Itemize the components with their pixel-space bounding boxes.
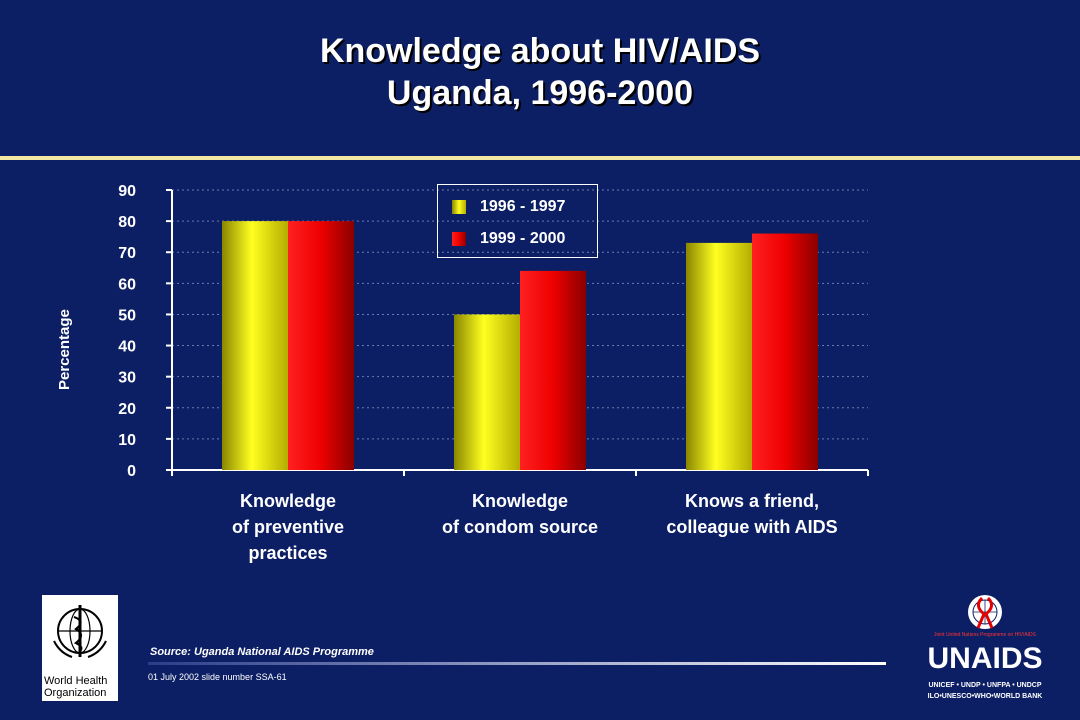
unaids-sponsors-2: ILO•UNESCO•WHO•WORLD BANK bbox=[927, 693, 1043, 700]
title-line-1: Knowledge about HIV/AIDS bbox=[319, 32, 761, 70]
who-wordmark: World Health Organization bbox=[42, 675, 120, 699]
y-tick-label: 60 bbox=[118, 276, 136, 293]
legend-swatch-red bbox=[452, 232, 466, 246]
slide-number: 01 July 2002 slide number SSA-61 bbox=[148, 672, 287, 682]
legend-item-1999: 1999 - 2000 bbox=[452, 229, 565, 249]
bar-1999-2000 bbox=[288, 221, 354, 470]
y-tick-label: 0 bbox=[127, 463, 136, 480]
y-tick-labels: 0 10 20 30 40 50 60 70 80 90 bbox=[118, 183, 136, 480]
bar-1999-2000 bbox=[752, 233, 818, 470]
y-tick-label: 80 bbox=[118, 214, 136, 231]
unaids-sponsors-1: UNICEF • UNDP • UNFPA • UNDCP bbox=[928, 682, 1042, 689]
bar-1996-1997 bbox=[454, 314, 520, 470]
who-line-1: World Health bbox=[44, 675, 108, 687]
who-emblem-icon bbox=[53, 605, 107, 658]
title-line-2: Uganda, 1996-2000 bbox=[386, 74, 694, 112]
bar-1996-1997 bbox=[686, 242, 752, 470]
y-tick-label: 90 bbox=[118, 183, 136, 200]
footer-divider bbox=[148, 662, 886, 665]
bar-1996-1997 bbox=[222, 221, 288, 470]
y-axis-label-text: Percentage bbox=[56, 309, 73, 390]
who-logo: World Health Organization bbox=[42, 595, 118, 701]
bar-1999-2000 bbox=[520, 270, 586, 470]
legend-swatch-yellow bbox=[452, 200, 466, 214]
who-line-2: Organization bbox=[44, 687, 107, 699]
x-category-label: Knowledge of condom source bbox=[441, 491, 598, 537]
bar-chart: 0 10 20 30 40 50 60 70 80 90 bbox=[118, 183, 869, 480]
y-tick-label: 40 bbox=[118, 339, 136, 356]
legend-label-1999: 1999 - 2000 bbox=[480, 230, 566, 247]
unaids-tagline: Joint United Nations Programme on HIV/AI… bbox=[934, 632, 1036, 638]
chart-title: Knowledge about HIV/AIDS Uganda, 1996-20… bbox=[0, 30, 1080, 114]
un-emblem-icon bbox=[968, 595, 1002, 629]
y-tick-label: 70 bbox=[118, 245, 136, 262]
unaids-logo: Joint United Nations Programme on HIV/AI… bbox=[922, 592, 1048, 712]
legend-label-1996: 1996 - 1997 bbox=[480, 198, 566, 215]
bars bbox=[222, 221, 818, 470]
x-category-label: Knows a friend, colleague with AIDS bbox=[666, 491, 838, 537]
x-category-label: Knowledge of preventive practices bbox=[231, 491, 345, 563]
unaids-wordmark: UNAIDS bbox=[927, 642, 1043, 675]
title-divider bbox=[0, 156, 1080, 160]
y-tick-label: 30 bbox=[118, 370, 136, 387]
legend: 1996 - 1997 1999 - 2000 bbox=[437, 184, 598, 258]
y-tick-label: 20 bbox=[118, 401, 136, 418]
y-tick-label: 10 bbox=[118, 432, 136, 449]
source-note: Source: Uganda National AIDS Programme bbox=[150, 646, 374, 658]
legend-item-1996: 1996 - 1997 bbox=[452, 197, 565, 217]
y-tick-label: 50 bbox=[118, 307, 136, 324]
